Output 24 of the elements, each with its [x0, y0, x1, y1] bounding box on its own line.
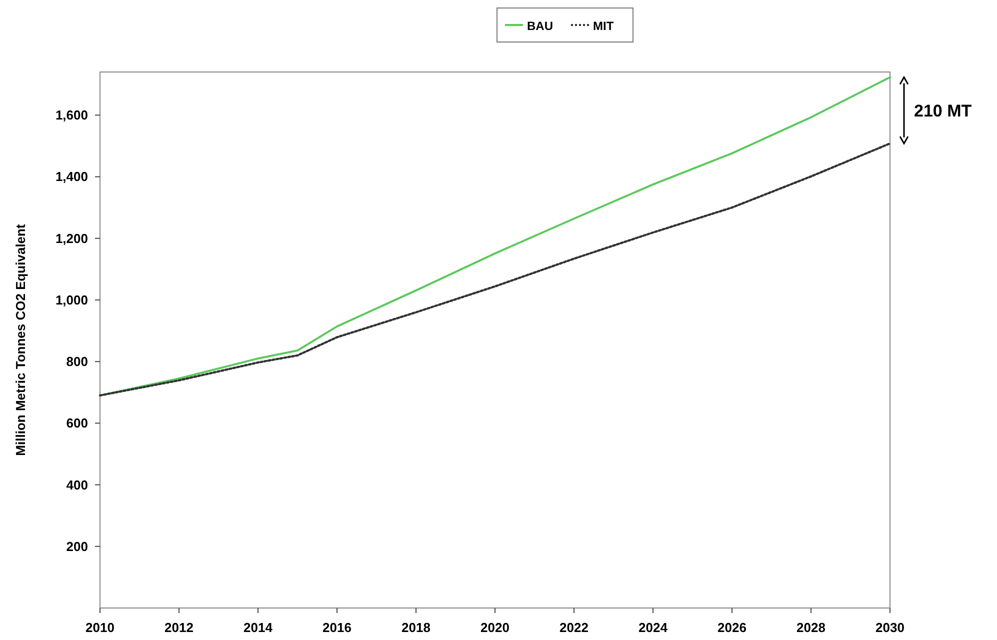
y-tick-label: 200: [66, 538, 88, 554]
y-tick-label: 1,200: [55, 230, 88, 246]
y-tick-label: 1,600: [55, 108, 88, 123]
y-tick-label: 600: [66, 416, 88, 431]
text: 210 MT: [914, 101, 972, 120]
y-axis-title: Million Metric Tonnes CO2 Equivalent: [13, 224, 28, 456]
x-tick-label: 2012: [164, 620, 194, 635]
x-tick-label: 2016: [322, 620, 352, 635]
y-tick-label: 400: [66, 477, 88, 492]
y-tick-label: 800: [66, 354, 88, 370]
x-tick-label: 2018: [402, 620, 430, 635]
x-tick-label: 2014: [244, 620, 274, 635]
x-tick-label: 2020: [480, 620, 510, 635]
legend-label: MIT: [593, 19, 614, 33]
y-tick-label: 1,400: [55, 169, 88, 184]
y-tick-label: 1,000: [55, 292, 88, 308]
x-tick-label: 2030: [876, 620, 904, 635]
x-tick-label: 2010: [86, 620, 114, 635]
x-tick-label: 2022: [560, 620, 588, 635]
legend-label: BAU: [527, 19, 553, 33]
line-series: [98, 142, 892, 397]
x-tick-label: 2024: [638, 620, 668, 635]
x-tick-label: 2028: [796, 620, 826, 635]
x-tick-label: 2026: [718, 620, 746, 635]
